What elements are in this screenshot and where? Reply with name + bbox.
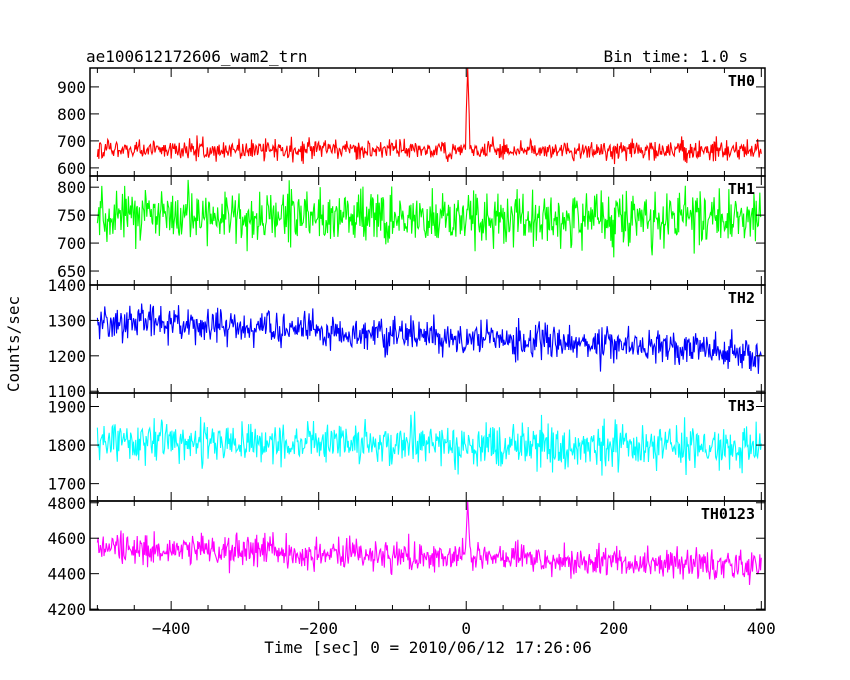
x-tick-label: −400: [152, 619, 191, 638]
series-line-th0: [96, 68, 762, 165]
panel-label: TH0: [728, 72, 755, 90]
y-tick-label: 1700: [47, 475, 86, 494]
x-axis-label: Time [sec] 0 = 2010/06/12 17:26:06: [264, 638, 592, 657]
y-tick-label: 4200: [47, 600, 86, 619]
panel-frame: [89, 500, 766, 611]
y-tick-label: 1800: [47, 436, 86, 455]
y-tick-label: 900: [57, 78, 86, 97]
y-tick-label: 1900: [47, 398, 86, 417]
y-tick-label: 700: [57, 132, 86, 151]
series-line-th3: [96, 411, 762, 476]
y-tick-label: 1200: [47, 347, 86, 366]
x-tick-label: 0: [461, 619, 471, 638]
y-tick-label: 4800: [47, 494, 86, 513]
y-tick-label: 1400: [47, 276, 86, 295]
bin-time-label: Bin time: 1.0 s: [604, 47, 749, 66]
panel-th0: TH0 600 700 800 900: [57, 67, 766, 178]
x-tick-label: 200: [599, 619, 628, 638]
y-tick-label: 1300: [47, 311, 86, 330]
y-tick-label: 650: [57, 262, 86, 281]
y-tick-label: 4600: [47, 529, 86, 548]
y-tick-label: 750: [57, 206, 86, 225]
y-tick-label: 4400: [47, 565, 86, 584]
panel-th0123: TH0123 4200 4400 4600 4800: [47, 494, 766, 619]
panel-label: TH2: [728, 289, 755, 307]
panel-label: TH3: [728, 397, 755, 415]
y-tick-label: 800: [57, 105, 86, 124]
y-tick-label: 700: [57, 234, 86, 253]
panel-label: TH0123: [701, 505, 755, 523]
panel-frame: [89, 67, 766, 177]
series-line-th0123: [96, 501, 762, 585]
series-line-th2: [96, 303, 762, 374]
y-tick-label: 600: [57, 159, 86, 178]
panel-th2: TH2 1100 1200 1300 1400: [47, 276, 766, 401]
y-tick-label: 800: [57, 178, 86, 197]
y-tick-label: 1100: [47, 382, 86, 401]
panel-th3: TH3 1700 1800 1900: [47, 392, 766, 502]
panel-th1: TH1 650 700 750 800: [57, 175, 766, 286]
y-axis-label: Counts/sec: [4, 296, 23, 392]
series-line-th1: [96, 179, 762, 258]
panels-group: TH0 600 700 800 900 TH1 650 700 750 800 TH2 1100 120…: [47, 67, 776, 638]
plot-title: ae100612172606_wam2_trn: [86, 47, 308, 66]
x-tick-label: −200: [299, 619, 338, 638]
x-tick-label: 400: [747, 619, 776, 638]
panel-label: TH1: [728, 180, 755, 198]
